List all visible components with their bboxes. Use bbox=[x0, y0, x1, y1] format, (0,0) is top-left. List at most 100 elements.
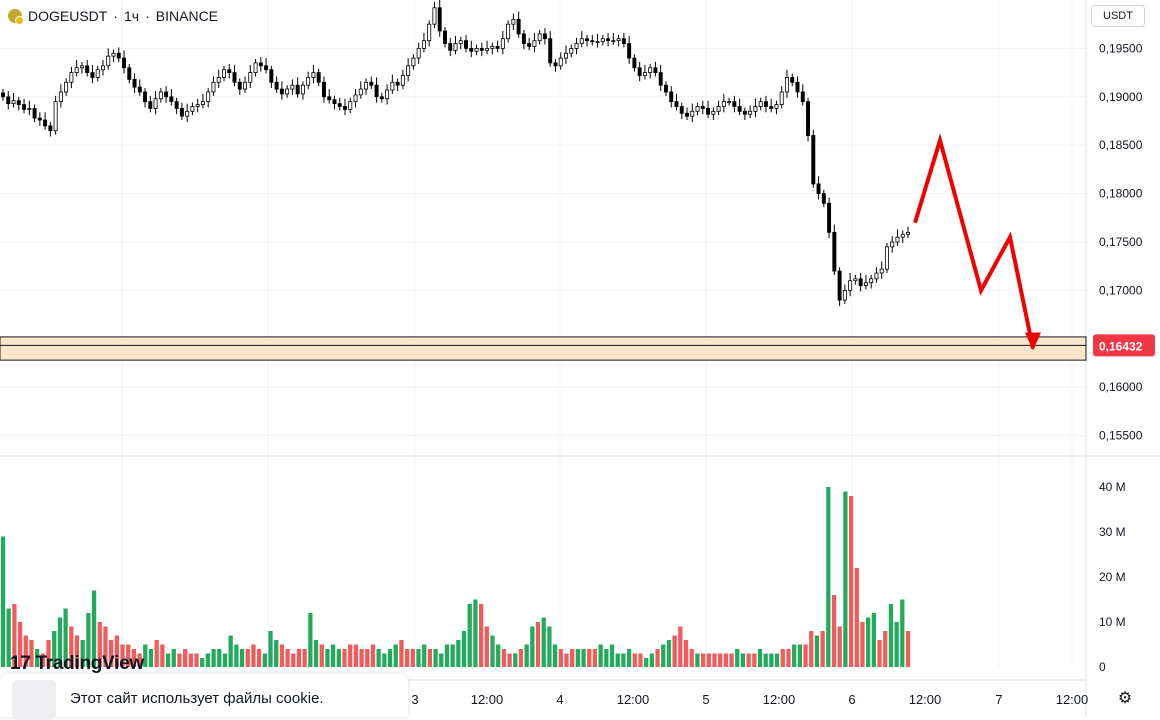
candle-up bbox=[490, 46, 495, 49]
candle-down bbox=[495, 46, 500, 49]
candle-up bbox=[753, 106, 758, 112]
candle-up bbox=[458, 40, 463, 44]
candle-down bbox=[179, 108, 184, 117]
volume-bar-down bbox=[188, 653, 193, 667]
candle-down bbox=[232, 72, 237, 83]
time-tick-label: 12:00 bbox=[763, 692, 796, 707]
volume-bar-up bbox=[871, 613, 876, 667]
candle-down bbox=[379, 96, 384, 100]
volume-bar-up bbox=[769, 653, 774, 667]
volume-bar-up bbox=[165, 653, 171, 667]
volume-bar-up bbox=[211, 649, 216, 667]
volume-tick-label: 40 M bbox=[1099, 480, 1126, 494]
candle-up bbox=[100, 65, 105, 71]
candle-down bbox=[516, 18, 521, 35]
candle-up bbox=[285, 88, 290, 95]
volume-bar-up bbox=[644, 658, 649, 667]
candle-down bbox=[90, 72, 95, 78]
candle-up bbox=[506, 23, 511, 40]
interval-label[interactable]: 1ч bbox=[124, 8, 140, 24]
volume-bar-up bbox=[422, 644, 427, 667]
candle-up bbox=[711, 110, 716, 115]
volume-bar-down bbox=[780, 649, 785, 667]
candle-up bbox=[206, 91, 211, 103]
volume-bar-up bbox=[63, 608, 68, 667]
volume-bar-up bbox=[792, 644, 797, 667]
candle-up bbox=[890, 241, 895, 248]
candle-up bbox=[153, 98, 158, 109]
volume-bar-down bbox=[683, 640, 689, 667]
time-tick-label: 12:00 bbox=[471, 692, 504, 707]
time-tick-label: 6 bbox=[848, 692, 855, 707]
candle-down bbox=[127, 67, 132, 80]
volume-bar-up bbox=[80, 640, 85, 667]
volume-bar-down bbox=[40, 653, 45, 667]
candle-down bbox=[437, 7, 442, 32]
candle-up bbox=[432, 7, 437, 25]
candle-up bbox=[848, 280, 853, 291]
symbol-name[interactable]: DOGEUSDT bbox=[28, 8, 108, 24]
volume-bar-up bbox=[456, 640, 461, 667]
volume-bar-up bbox=[735, 649, 740, 667]
cookie-banner: Этот сайт использует файлы cookie. bbox=[0, 674, 408, 720]
candle-down bbox=[763, 101, 768, 107]
volume-bar-up bbox=[313, 640, 319, 667]
volume-bar-up bbox=[843, 491, 848, 667]
current-price-label: 0,16432 bbox=[1099, 339, 1143, 353]
candle-down bbox=[1, 92, 5, 98]
candle-down bbox=[790, 77, 795, 83]
candle-up bbox=[779, 91, 784, 105]
volume-bar-down bbox=[296, 649, 302, 667]
time-tick-label: 3 bbox=[411, 692, 418, 707]
volume-bar-up bbox=[513, 653, 518, 667]
volume-bar-up bbox=[894, 622, 899, 667]
tradingview-logo[interactable]: 17 TradingView bbox=[10, 653, 144, 675]
header-separator: · bbox=[145, 8, 150, 24]
candle-down bbox=[369, 81, 374, 86]
doge-coin-icon bbox=[8, 9, 24, 25]
candle-up bbox=[253, 62, 258, 74]
volume-bar-down bbox=[883, 631, 888, 667]
candle-down bbox=[700, 106, 705, 109]
volume-tick-label: 30 M bbox=[1099, 525, 1126, 539]
candle-up bbox=[863, 282, 868, 286]
volume-bar-down bbox=[29, 640, 34, 667]
volume-bar-down bbox=[831, 595, 837, 667]
settings-gear-icon[interactable]: ⚙ bbox=[1117, 690, 1133, 707]
candle-up bbox=[537, 33, 542, 42]
candle-up bbox=[721, 101, 726, 107]
volume-bar-up bbox=[222, 653, 228, 667]
candle-up bbox=[222, 69, 226, 78]
volume-tick-label: 0 bbox=[1099, 660, 1106, 674]
candle-up bbox=[211, 81, 216, 93]
price-tick-label: 0,16000 bbox=[1099, 380, 1143, 394]
candle-up bbox=[884, 246, 889, 270]
volume-bar-down bbox=[700, 653, 706, 667]
candle-down bbox=[148, 101, 153, 109]
candle-up bbox=[758, 101, 763, 107]
volume-bar-down bbox=[279, 644, 285, 667]
candle-down bbox=[706, 108, 711, 115]
candle-down bbox=[174, 101, 179, 109]
volume-bar-down bbox=[160, 644, 165, 667]
candle-up bbox=[248, 72, 253, 83]
candle-up bbox=[906, 231, 910, 235]
volume-bar-down bbox=[535, 622, 541, 667]
volume-bar-down bbox=[302, 649, 307, 667]
volume-bar-down bbox=[370, 644, 376, 667]
candle-up bbox=[290, 84, 295, 90]
candle-up bbox=[195, 104, 200, 107]
currency-button[interactable]: USDT bbox=[1091, 5, 1145, 27]
volume-bar-down bbox=[256, 649, 262, 667]
volume-bar-up bbox=[541, 617, 546, 667]
symbol-header[interactable]: DOGEUSDT · 1ч · BINANCE bbox=[8, 6, 218, 26]
candle-down bbox=[553, 62, 558, 67]
candle-down bbox=[132, 78, 137, 88]
candle-up bbox=[532, 40, 537, 47]
volume-bar-down bbox=[729, 653, 734, 667]
candle-up bbox=[348, 101, 353, 110]
volume-bar-down bbox=[131, 649, 137, 667]
support-zone bbox=[0, 336, 1087, 361]
volume-bar-up bbox=[387, 649, 393, 667]
